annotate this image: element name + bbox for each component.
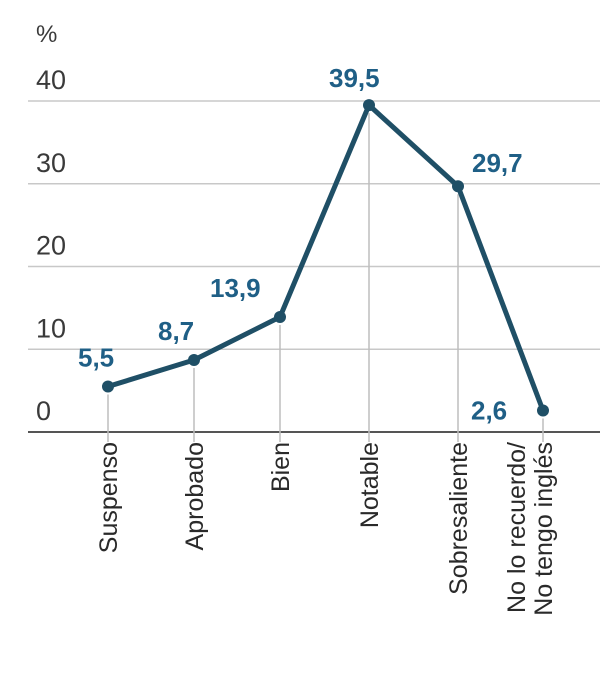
data-point <box>537 404 549 417</box>
x-tick-label: Sobresaliente <box>445 442 473 595</box>
data-point <box>188 354 200 367</box>
data-label: 39,5 <box>329 63 380 93</box>
x-tick-label: Suspenso <box>95 442 123 553</box>
gridlines <box>28 100 600 433</box>
y-tick-label: 30 <box>36 148 66 178</box>
series-line-group <box>105 102 546 413</box>
data-label: 29,7 <box>472 148 523 178</box>
x-tick-label: Bien <box>267 442 295 492</box>
x-tick-label: Aprobado <box>181 442 209 550</box>
data-point <box>274 310 286 323</box>
x-tick-label: Notable <box>356 442 384 528</box>
x-tick-label: No tengo inglés <box>530 442 558 616</box>
data-label: 13,9 <box>210 273 261 303</box>
data-point <box>102 380 114 393</box>
y-tick-label: 40 <box>36 65 66 95</box>
category-guides <box>107 113 544 442</box>
x-tick-labels: Suspenso Aprobado Bien Notable Sobresaliente… <box>95 442 558 616</box>
series-line <box>105 102 546 413</box>
y-tick-label: 10 <box>36 313 66 343</box>
y-tick-labels: 0 10 20 30 40 <box>36 65 66 426</box>
data-point <box>452 180 464 193</box>
data-label: 5,5 <box>78 342 114 372</box>
data-label: 8,7 <box>158 316 194 346</box>
data-point <box>363 99 375 112</box>
data-labels: 5,5 8,7 13,9 39,5 29,7 2,6 <box>78 63 523 425</box>
data-label: 2,6 <box>471 395 507 425</box>
y-tick-label: 0 <box>36 396 51 426</box>
data-points <box>102 99 549 417</box>
y-axis-unit: % <box>36 21 57 48</box>
x-tick-label: No lo recuerdo/ <box>503 442 531 613</box>
y-tick-label: 20 <box>36 231 66 261</box>
